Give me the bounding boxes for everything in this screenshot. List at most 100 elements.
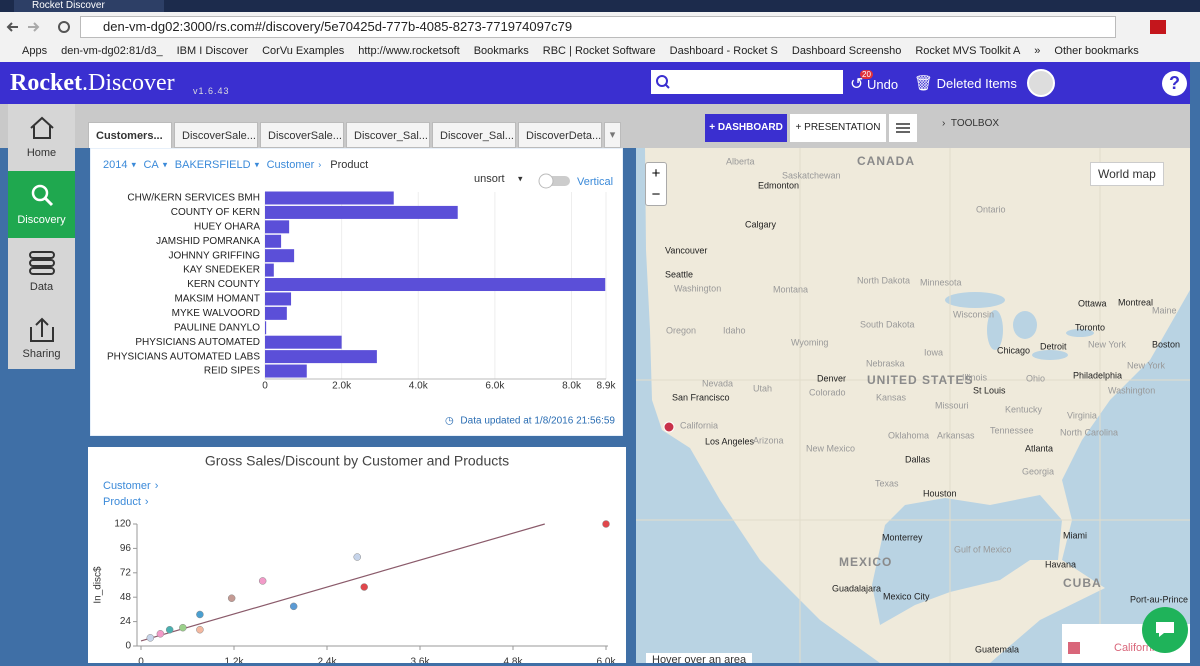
- bar[interactable]: [265, 278, 606, 292]
- map-label: CANADA: [857, 154, 915, 168]
- bookmark[interactable]: Dashboard - Rocket S: [669, 45, 778, 57]
- sidebar-icon: [29, 116, 54, 139]
- bar[interactable]: [265, 191, 394, 205]
- point[interactable]: [165, 625, 174, 634]
- map-label: Gulf of Mexico: [954, 544, 1012, 554]
- y-tick-label: 0: [125, 641, 131, 652]
- map-label: Washington: [1108, 385, 1155, 395]
- breadcrumb[interactable]: 2014: [103, 159, 127, 171]
- map-label: Kansas: [876, 392, 907, 402]
- help-button[interactable]: ?: [1162, 71, 1187, 96]
- y-tick-label: 24: [120, 616, 132, 627]
- point[interactable]: [146, 634, 155, 642]
- drill-level[interactable]: Customer: [103, 480, 151, 492]
- tab[interactable]: DiscoverDeta...: [518, 122, 602, 148]
- bar[interactable]: [265, 321, 267, 335]
- map-label: Calgary: [745, 219, 777, 229]
- tab[interactable]: Customers...: [88, 122, 172, 148]
- bookmark[interactable]: http://www.rocketsoft: [358, 45, 460, 57]
- bar[interactable]: [265, 335, 342, 349]
- tab[interactable]: DiscoverSale...: [174, 122, 258, 148]
- scatter-chart: Gross Sales/Discount by Customer and Pro…: [93, 453, 617, 666]
- breadcrumb: Product: [330, 159, 368, 171]
- browser-tab[interactable]: Rocket Discover: [14, 0, 164, 12]
- bar[interactable]: [265, 234, 282, 248]
- drill-caret: ›: [145, 496, 149, 508]
- zoom-out[interactable]: −: [651, 186, 661, 203]
- bar[interactable]: [265, 263, 274, 277]
- menu-icon: [896, 123, 910, 133]
- map-label: Miami: [1063, 530, 1087, 540]
- nav-icons[interactable]: [6, 19, 72, 35]
- bookmark[interactable]: IBM I Discover: [176, 45, 249, 57]
- undo-button[interactable]: ↺ Undo: [850, 76, 899, 93]
- breadcrumb[interactable]: BAKERSFIELD: [175, 159, 251, 171]
- extension-icon[interactable]: [1150, 20, 1166, 34]
- dashboard-button[interactable]: + DASHBOARD: [705, 114, 787, 142]
- bar[interactable]: [265, 292, 292, 306]
- zoom-in[interactable]: +: [651, 165, 661, 182]
- point[interactable]: [289, 602, 298, 611]
- tab[interactable]: Discover_Sal...: [432, 122, 516, 148]
- atlantic: [990, 290, 1190, 663]
- bar[interactable]: [265, 249, 295, 263]
- bookmark[interactable]: Apps: [22, 45, 48, 57]
- point[interactable]: [196, 625, 204, 634]
- map-label: Atlanta: [1025, 443, 1053, 453]
- point[interactable]: [602, 520, 610, 528]
- deleted-items[interactable]: 🗑 Deleted Items: [914, 75, 1017, 92]
- breadcrumb[interactable]: CA: [143, 159, 159, 171]
- zoom-control: + −: [645, 162, 667, 206]
- sidebar-item[interactable]: Home: [8, 104, 75, 171]
- avatar[interactable]: [1027, 69, 1055, 97]
- point[interactable]: [227, 594, 236, 602]
- version: v1.6.43: [193, 86, 230, 96]
- url-box[interactable]: den-vm-dg02:3000/rs.com#/discovery/5e704…: [80, 16, 1116, 38]
- sidebar-item[interactable]: Sharing: [8, 305, 75, 372]
- point[interactable]: [156, 630, 165, 638]
- point[interactable]: [353, 553, 361, 561]
- bookmark[interactable]: Rocket MVS Toolkit A: [915, 45, 1021, 57]
- y-tick-label: PAULINE DANYLO: [174, 322, 260, 333]
- search-box[interactable]: [651, 70, 843, 94]
- bar[interactable]: [265, 220, 290, 234]
- y-tick-label: KERN COUNTY: [187, 279, 260, 290]
- bar[interactable]: [265, 350, 377, 364]
- presentation-button[interactable]: + PRESENTATION: [790, 114, 886, 142]
- x-tick-label: 2.4k: [318, 657, 338, 663]
- point[interactable]: [258, 577, 267, 585]
- bookmark[interactable]: Dashboard Screensho: [791, 45, 902, 57]
- x-tick-label: 0: [262, 381, 268, 392]
- bookmark[interactable]: Other bookmarks: [1054, 45, 1139, 57]
- menu-button[interactable]: [889, 114, 917, 142]
- bookmark[interactable]: RBC | Rocket Software: [542, 45, 656, 57]
- bar[interactable]: [265, 205, 458, 219]
- tab[interactable]: DiscoverSale...: [260, 122, 344, 148]
- map-point[interactable]: [663, 421, 675, 433]
- toolbox[interactable]: › TOOLBOX: [942, 118, 1000, 129]
- bookmark[interactable]: CorVu Examples: [262, 45, 345, 57]
- logo[interactable]: Rocket.Discover: [10, 70, 175, 97]
- map-label: California: [680, 420, 718, 430]
- world-map-button[interactable]: World map: [1090, 162, 1164, 186]
- y-tick-label: 120: [114, 519, 131, 530]
- bookmark[interactable]: Bookmarks: [473, 45, 529, 57]
- sidebar-item[interactable]: Discovery: [8, 171, 75, 238]
- point[interactable]: [179, 623, 187, 632]
- bar[interactable]: [265, 306, 287, 320]
- bookmark[interactable]: »: [1034, 45, 1041, 57]
- chat-button[interactable]: [1142, 607, 1188, 653]
- map-label: Boston: [1152, 339, 1180, 349]
- sidebar-item[interactable]: Data: [8, 238, 75, 305]
- lake: [987, 310, 1003, 350]
- breadcrumb[interactable]: Customer: [267, 159, 315, 171]
- point[interactable]: [196, 610, 204, 619]
- drill-level[interactable]: Product: [103, 496, 141, 508]
- bookmark[interactable]: den-vm-dg02:81/d3_: [61, 45, 163, 57]
- tab[interactable]: Discover_Sal...: [346, 122, 430, 148]
- tab-overflow[interactable]: ▾: [604, 122, 621, 148]
- map-label: Nevada: [702, 378, 733, 388]
- point[interactable]: [360, 583, 368, 591]
- bar[interactable]: [265, 364, 307, 378]
- sort-select[interactable]: unsort: [474, 173, 505, 185]
